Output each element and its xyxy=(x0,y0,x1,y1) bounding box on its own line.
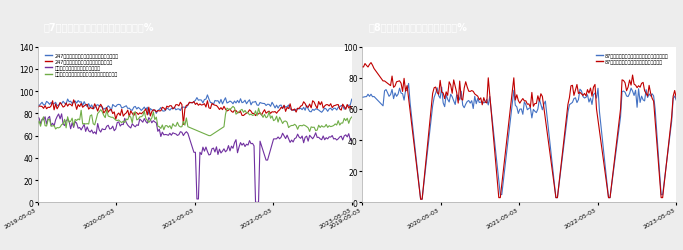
Legend: 87家独立电弧炉钢厂：产能利用率：中国（周）, 87家独立电弧炉钢厂：开工率：中国（周）: 87家独立电弧炉钢厂：产能利用率：中国（周）, 87家独立电弧炉钢厂：开工率：中… xyxy=(594,52,671,66)
Text: 图8：电炉开工率与产能利用率：%: 图8：电炉开工率与产能利用率：% xyxy=(368,22,467,32)
Text: 图7：高炉开工率与炼铁产能利用率：%: 图7：高炉开工率与炼铁产能利用率：% xyxy=(44,22,154,32)
Legend: 247家钢铁企业：高炉产能利用率：中国（周）, 247家钢铁企业：高炉开工率：中国（周）, 高炉钢铁企业：开工率：唐山（周）, 高炉钢铁企业：剔除湖太产能利用率: 247家钢铁企业：高炉产能利用率：中国（周）, 247家钢铁企业：高炉开工率：中… xyxy=(43,52,120,79)
